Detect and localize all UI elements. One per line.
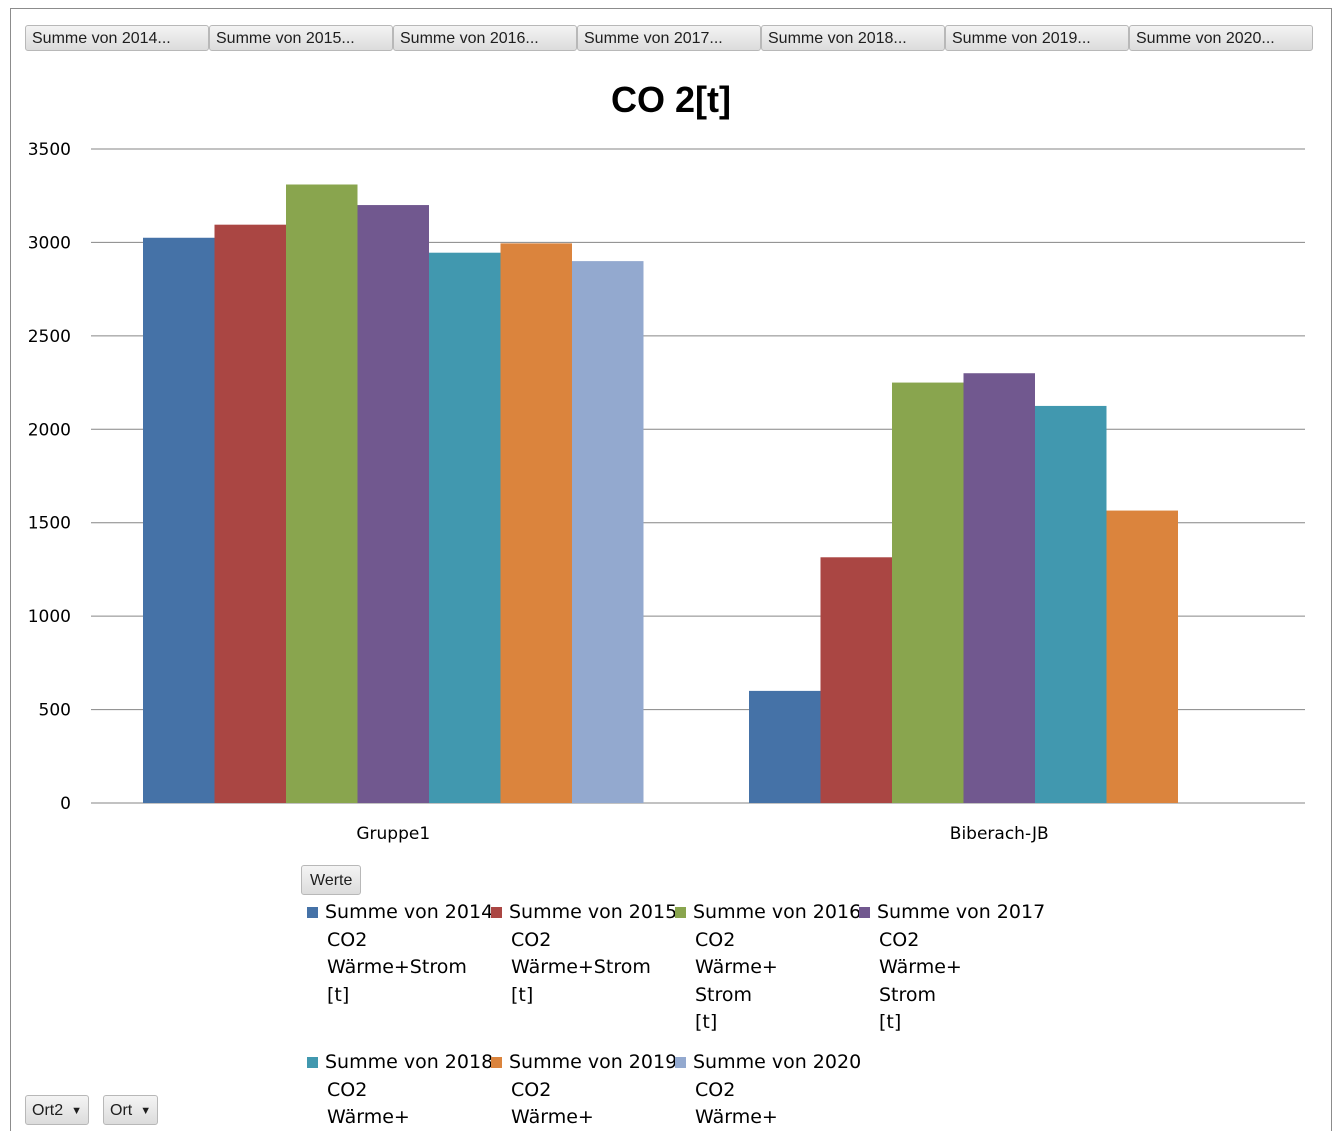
ort2-field-button[interactable]: Ort2 ▼ — [25, 1095, 90, 1125]
legend-swatch — [307, 907, 318, 918]
legend-line: Wärme+ — [879, 956, 962, 978]
field-button-2018[interactable]: Summe von 2018... — [761, 25, 945, 51]
legend-label: Summe von 2016 CO2 Wärme+ Strom [t] — [693, 899, 863, 1037]
legend-line: Wärme+ — [511, 1106, 594, 1128]
ort2-label: Ort2 — [32, 1102, 64, 1120]
legend-label: Summe von 2015 CO2 Wärme+Strom [t] — [509, 899, 679, 1009]
legend-label: Summe von 2020 CO2 Wärme+ — [693, 1049, 863, 1131]
legend-line: Summe von 2018 — [325, 1051, 494, 1073]
legend-swatch — [491, 1057, 502, 1068]
y-tick-label: 500 — [39, 701, 71, 721]
legend-line: Strom — [695, 983, 753, 1006]
bar — [1106, 510, 1178, 803]
legend-label: Summe von 2019 CO2 Wärme+ — [509, 1049, 679, 1131]
y-axis-ticks: 0 500 1000 1500 2000 2500 3000 3500 — [28, 140, 71, 814]
category-label: Gruppe1 — [356, 824, 430, 844]
category-label: Biberach-JB — [950, 824, 1049, 844]
ort-field-button[interactable]: Ort ▼ — [103, 1095, 159, 1125]
bar — [286, 184, 358, 803]
legend-swatch — [675, 907, 686, 918]
field-button-2017[interactable]: Summe von 2017... — [577, 25, 761, 51]
legend-swatch — [491, 907, 502, 918]
dropdown-arrow-icon: ▼ — [71, 1105, 83, 1117]
y-tick-label: 3000 — [28, 233, 71, 253]
bar — [1035, 405, 1107, 803]
y-tick-label: 2500 — [28, 327, 71, 347]
x-axis-categories: Gruppe1 Biberach-JB — [356, 824, 1048, 844]
legend-line: Wärme+ — [695, 956, 778, 978]
field-button-2014[interactable]: Summe von 2014... — [25, 25, 209, 51]
legend-line: CO2 — [327, 1078, 368, 1101]
chart-title: CO 2[t] — [611, 79, 731, 120]
legend-line: Wärme+Strom — [511, 956, 651, 978]
field-button-2019[interactable]: Summe von 2019... — [945, 25, 1129, 51]
legend-swatch — [859, 907, 870, 918]
legend-line: CO2 — [511, 1078, 552, 1101]
y-tick-label: 1000 — [28, 607, 71, 627]
legend-line: Wärme+ — [695, 1106, 778, 1128]
legend-swatch — [307, 1057, 318, 1068]
bar — [500, 243, 572, 803]
legend-line: Summe von 2016 — [693, 901, 862, 923]
y-tick-label: 2000 — [28, 420, 71, 440]
legend-line: CO2 — [879, 928, 920, 951]
bar — [357, 205, 429, 804]
pivot-chart-area: Summe von 2014... Summe von 2015... Summ… — [10, 8, 1332, 1131]
legend-line: CO2 — [327, 928, 368, 951]
bar — [749, 690, 821, 803]
dropdown-arrow-icon: ▼ — [140, 1105, 152, 1117]
y-tick-label: 3500 — [28, 140, 71, 160]
bar — [892, 382, 964, 803]
bar — [429, 252, 501, 804]
y-tick-label: 1500 — [28, 514, 71, 534]
bar — [820, 557, 892, 803]
legend-line: Summe von 2014 — [325, 901, 494, 923]
legend-line: [t] — [695, 1011, 718, 1033]
legend-line: Summe von 2017 — [877, 901, 1046, 923]
ort-label: Ort — [110, 1102, 133, 1120]
plot-area: 0 500 1000 1500 2000 2500 3000 3500 Gruppe1 Bibe… — [28, 140, 1305, 844]
legend-line: Wärme+ — [327, 1106, 410, 1128]
werte-button[interactable]: Werte — [301, 865, 362, 895]
legend-label: Summe von 2014 CO2 Wärme+Strom [t] — [325, 899, 495, 1009]
legend-line: [t] — [327, 983, 350, 1006]
legend-line: Summe von 2015 — [509, 901, 678, 923]
y-tick-label: 0 — [60, 794, 71, 814]
legend-line: Wärme+Strom — [327, 956, 467, 978]
legend-line: Strom — [879, 983, 937, 1006]
legend-line: CO2 — [511, 928, 552, 951]
legend-line: Summe von 2019 — [509, 1051, 678, 1073]
legend-line: CO2 — [695, 1078, 736, 1101]
bar — [963, 373, 1035, 803]
field-button-2015[interactable]: Summe von 2015... — [209, 25, 393, 51]
legend-label: Summe von 2018 CO2 Wärme+ — [325, 1049, 495, 1131]
bar — [214, 224, 286, 804]
legend-line: [t] — [879, 1011, 902, 1033]
legend-label: Summe von 2017 CO2 Wärme+ Strom [t] — [877, 899, 1047, 1037]
field-button-2020[interactable]: Summe von 2020... — [1129, 25, 1313, 51]
legend-line: Summe von 2020 — [693, 1051, 862, 1073]
bar — [143, 237, 215, 803]
field-button-2016[interactable]: Summe von 2016... — [393, 25, 577, 51]
bars — [143, 184, 1178, 804]
legend-swatch — [675, 1057, 686, 1068]
bar — [572, 261, 644, 804]
legend-line: [t] — [511, 983, 534, 1006]
legend-line: CO2 — [695, 928, 736, 951]
